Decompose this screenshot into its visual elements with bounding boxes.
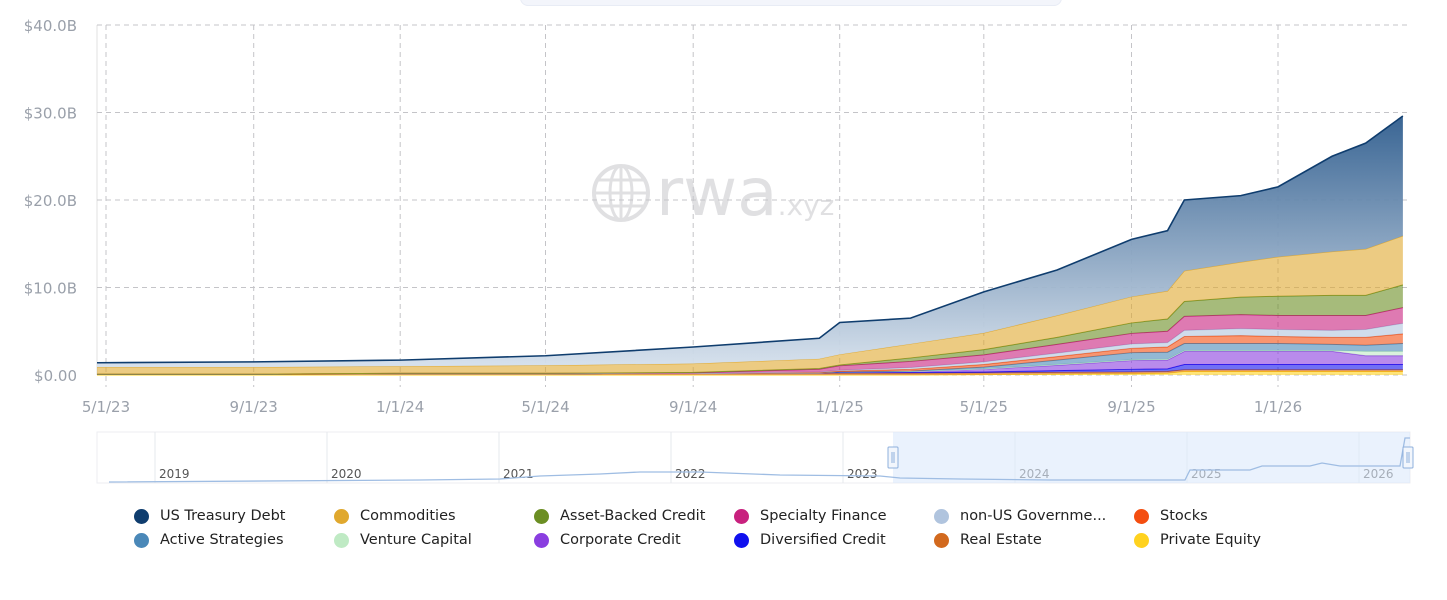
area-active-strategies[interactable] <box>97 343 1403 375</box>
y-axis: $0.00 $10.0B $20.0B $30.0B $40.0B <box>24 17 77 385</box>
navigator-year-label: 2019 <box>159 467 190 481</box>
x-tick-label: 9/1/24 <box>669 398 717 416</box>
x-tick-label: 5/1/23 <box>82 398 130 416</box>
legend-label: Venture Capital <box>360 532 472 548</box>
y-tick-label: $30.0B <box>24 105 77 123</box>
legend-label: Corporate Credit <box>560 532 681 548</box>
x-axis: 5/1/23 9/1/23 1/1/24 5/1/24 9/1/24 1/1/25 5/1/… <box>82 398 1302 416</box>
legend-item-stocks[interactable]: Stocks <box>1134 507 1334 525</box>
legend-item-non-us-governme[interactable]: non-US Governme... <box>934 507 1134 525</box>
legend-label: Diversified Credit <box>760 532 886 548</box>
x-tick-label: 1/1/26 <box>1254 398 1302 416</box>
area-diversified-credit[interactable] <box>97 364 1403 375</box>
navigator: 20192020202120222023202420252026 <box>96 431 1414 484</box>
svg-text:rwa.xyz: rwa.xyz <box>656 154 834 231</box>
legend-label: Commodities <box>360 508 456 524</box>
series-line <box>96 115 1404 364</box>
legend-item-diversified-credit[interactable]: Diversified Credit <box>734 531 934 549</box>
navigator-year-label: 2020 <box>331 467 362 481</box>
legend-label: Stocks <box>1160 508 1208 524</box>
navigator-year-label: 2023 <box>847 467 878 481</box>
navigator-selected-range[interactable] <box>893 432 1410 483</box>
y-tick-label: $20.0B <box>24 192 77 210</box>
x-tick-label: 1/1/25 <box>816 398 864 416</box>
legend-item-specialty-finance[interactable]: Specialty Finance <box>734 507 934 525</box>
stacked-area-chart: rwa.xyz $0.00 $10.0B $20.0B $30.0B $40.0B 5/… <box>24 17 1414 484</box>
x-tick-label: 9/1/23 <box>230 398 278 416</box>
legend-item-private-equity[interactable]: Private Equity <box>1134 531 1334 549</box>
legend-dot-icon <box>134 532 149 548</box>
navigator-right-handle[interactable] <box>1402 446 1414 469</box>
y-tick-label: $40.0B <box>24 17 77 35</box>
legend: US Treasury Debt Commodities Asset-Backed … <box>134 507 1334 549</box>
area-us-treasury-debt[interactable] <box>97 116 1403 368</box>
legend-dot-icon <box>134 508 149 524</box>
legend-dot-icon <box>734 508 749 524</box>
navigator-series-line <box>108 437 1410 483</box>
x-tick-label: 1/1/24 <box>376 398 424 416</box>
legend-label: Private Equity <box>1160 532 1262 548</box>
legend-dot-icon <box>534 508 549 524</box>
legend-dot-icon <box>934 532 949 548</box>
legend-label: non-US Governme... <box>960 508 1107 524</box>
legend-dot-icon <box>334 508 349 524</box>
x-tick-label: 5/1/25 <box>960 398 1008 416</box>
y-tick-label: $0.00 <box>34 367 77 385</box>
area-asset-backed-credit[interactable] <box>97 284 1403 375</box>
legend-item-real-estate[interactable]: Real Estate <box>934 531 1134 549</box>
legend-item-commodities[interactable]: Commodities <box>334 507 534 525</box>
area-corporate-credit[interactable] <box>97 351 1403 375</box>
y-tick-label: $10.0B <box>24 280 77 298</box>
legend-dot-icon <box>1134 508 1149 524</box>
legend-dot-icon <box>734 532 749 548</box>
navigator-year-label: 2022 <box>675 467 706 481</box>
legend-label: Active Strategies <box>160 532 284 548</box>
legend-item-venture-capital[interactable]: Venture Capital <box>334 531 534 549</box>
legend-dot-icon <box>934 508 949 524</box>
area-stocks[interactable] <box>97 333 1403 375</box>
series-areas <box>96 115 1404 376</box>
x-tick-label: 5/1/24 <box>521 398 569 416</box>
legend-label: Real Estate <box>960 532 1042 548</box>
legend-item-corporate-credit[interactable]: Corporate Credit <box>534 531 734 549</box>
legend-label: Asset-Backed Credit <box>560 508 706 524</box>
area-commodities[interactable] <box>97 235 1403 375</box>
legend-label: US Treasury Debt <box>160 508 286 524</box>
legend-item-active-strategies[interactable]: Active Strategies <box>134 531 334 549</box>
legend-item-asset-backed-credit[interactable]: Asset-Backed Credit <box>534 507 734 525</box>
legend-dot-icon <box>334 532 349 548</box>
x-tick-label: 9/1/25 <box>1107 398 1155 416</box>
watermark-logo: rwa.xyz <box>592 154 834 231</box>
legend-label: Specialty Finance <box>760 508 887 524</box>
legend-item-us-treasury-debt[interactable]: US Treasury Debt <box>134 507 334 525</box>
legend-dot-icon <box>534 532 549 548</box>
area-specialty-finance[interactable] <box>97 307 1403 375</box>
legend-dot-icon <box>1134 532 1149 548</box>
navigator-left-handle[interactable] <box>887 446 899 469</box>
